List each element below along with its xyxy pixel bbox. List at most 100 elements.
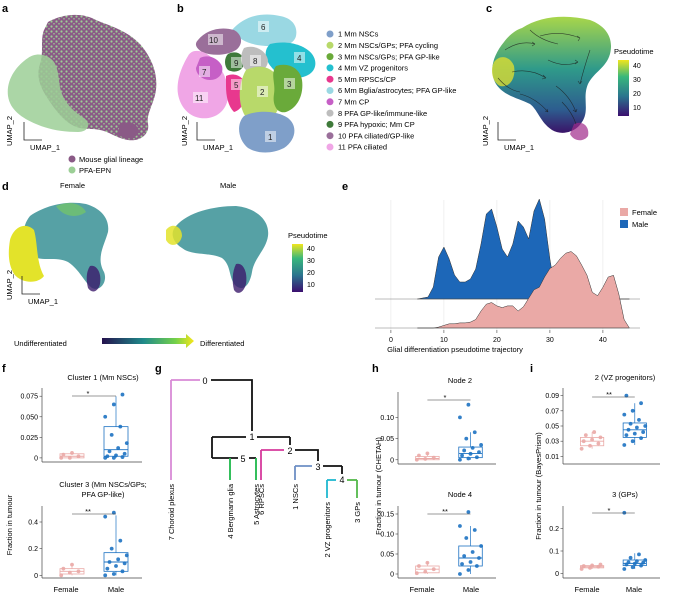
cluster-tag: 1 <box>268 133 273 142</box>
box-point <box>76 454 81 459</box>
umap-a-ylabel: UMAP_2 <box>5 116 14 146</box>
ridge-tick-label: 30 <box>546 337 554 344</box>
box-y-tick-label: 0.05 <box>545 424 559 431</box>
cluster-tag: 9 <box>234 59 239 68</box>
dendrogram-branches <box>170 379 358 498</box>
cluster-tag: 2 <box>260 88 265 97</box>
box-i-ylabel: Fraction in tumour (BayesPrism) <box>534 432 543 540</box>
box-y-tick-label: 0 <box>390 572 394 579</box>
box-point <box>622 567 627 571</box>
box-point <box>423 457 428 461</box>
legend-b-swatch <box>326 120 334 128</box>
box-f-bottom-title-line1: Cluster 3 (Mm NSCs/GPs; <box>59 480 147 489</box>
umap-b-ylabel: UMAP_2 <box>180 116 189 146</box>
panel-f-label: f <box>2 363 6 375</box>
box-point <box>626 427 631 432</box>
box-point <box>468 560 473 564</box>
box-y-tick-label: 0.10 <box>380 532 394 539</box>
box-point <box>462 448 467 453</box>
boxplot-h-top: 0 0.05 0.10 <box>380 392 496 465</box>
legend-e-swatch-female <box>620 208 628 216</box>
box-y-tick-label: 0.03 <box>545 439 559 446</box>
box-point <box>634 559 639 564</box>
box-point <box>111 402 116 407</box>
box-y-tick-label: 0.05 <box>380 436 394 443</box>
leaf-label: 2 VZ progenitors <box>323 502 332 558</box>
panel-f: f Cluster 1 (Mm NSCs) Cluster 3 (Mm NSCs… <box>2 363 147 594</box>
ridge-xlabel: Glial differentiation pseudotime traject… <box>387 345 523 354</box>
legend-b-swatch <box>326 53 334 61</box>
colorbar-d-tick: 20 <box>307 270 315 277</box>
umap-d-female-purple <box>86 265 101 292</box>
cluster-tag: 11 <box>195 94 204 103</box>
colorbar-c-tick: 30 <box>633 77 641 84</box>
box-iqr <box>458 545 483 567</box>
box-y-tick-label: 0.025 <box>20 435 38 442</box>
boxplot-f-bottom: 0 0.2 0.4 <box>28 506 142 580</box>
box-point <box>122 561 127 566</box>
box-point <box>598 562 603 567</box>
colorbar-d-title: Pseudotime <box>288 231 328 240</box>
box-y-tick-label: 0.4 <box>28 520 38 527</box>
box-i-top-title: 2 (VZ progenitors) <box>595 373 656 382</box>
box-point <box>462 554 467 558</box>
colorbar-c <box>618 60 629 116</box>
panel-h-label: h <box>372 363 379 375</box>
box-point <box>458 415 462 420</box>
panel-d-label: d <box>2 181 9 193</box>
box-point <box>67 455 72 460</box>
box-point <box>466 510 471 514</box>
box-point <box>120 569 125 574</box>
box-point <box>641 560 646 565</box>
sig-i-top: ** <box>606 390 612 399</box>
box-point <box>632 561 637 566</box>
cluster-tag: 7 <box>202 68 207 77</box>
legend-b-label: 9 PFA hypoxic; Mm CP <box>338 120 415 129</box>
box-y-tick-label: 0.05 <box>380 552 394 559</box>
box-f-xlabel-male: Male <box>108 585 124 594</box>
umap-a-axes <box>23 122 42 141</box>
dendrogram-leaves: 7 Choroid plexus 4 Bergmann glia 5 Astro… <box>167 483 362 557</box>
umap-a-pfa-region <box>7 54 89 132</box>
box-y-tick-label: 0.01 <box>545 454 559 461</box>
legend-b-swatch <box>326 98 334 106</box>
box-f-top-title: Cluster 1 (Mm NSCs) <box>67 373 139 382</box>
legend-b-label: 7 Mm CP <box>338 98 369 107</box>
box-point <box>643 424 648 428</box>
box-point <box>114 453 118 458</box>
panel-c: c UMAP_1 UMAP_2 Pseudotime 40 30 20 10 <box>481 3 654 152</box>
box-point <box>111 572 116 576</box>
panel-g-label: g <box>155 363 162 375</box>
box-point <box>67 570 72 575</box>
box-point <box>639 563 643 568</box>
box-point <box>624 393 629 398</box>
boxplot-f-top: 0 0.025 0.050 0.075 <box>20 388 142 462</box>
panel-e-label: e <box>342 181 348 193</box>
colorbar-d-tick: 40 <box>307 246 315 253</box>
box-y-tick-label: 0.2 <box>28 546 38 553</box>
umap-d-xlabel: UMAP_1 <box>28 297 58 306</box>
box-point <box>109 432 114 437</box>
legend-a-mouse: Mouse glial lineage <box>79 155 143 164</box>
box-point <box>107 560 112 564</box>
legend-b-swatch <box>326 109 334 117</box>
box-point <box>414 571 419 576</box>
umap-d-female-yellow <box>8 225 44 282</box>
box-point <box>637 552 641 557</box>
box-point <box>641 430 646 434</box>
box-point <box>630 408 635 413</box>
legend-b-swatch <box>326 30 334 38</box>
box-h-top-title: Node 2 <box>448 376 472 385</box>
box-y-tick-label: 0 <box>555 571 559 578</box>
box-point <box>639 436 643 441</box>
box-point <box>628 555 633 560</box>
box-point <box>628 421 633 426</box>
legend-b-label: 2 Mm NSCs/GPs; PFA cycling <box>338 41 438 50</box>
box-point <box>470 446 475 450</box>
box-point <box>466 402 471 407</box>
box-h-xlabel-female: Female <box>409 585 434 594</box>
legend-a-pfa: PFA-EPN <box>79 166 111 175</box>
box-f-ylabel: Fraction in tumour <box>5 494 14 555</box>
legend-b-label: 10 PFA ciliated/GP-like <box>338 131 414 140</box>
dendrogram-nodes: 0 1 2 3 4 5 <box>200 375 347 485</box>
